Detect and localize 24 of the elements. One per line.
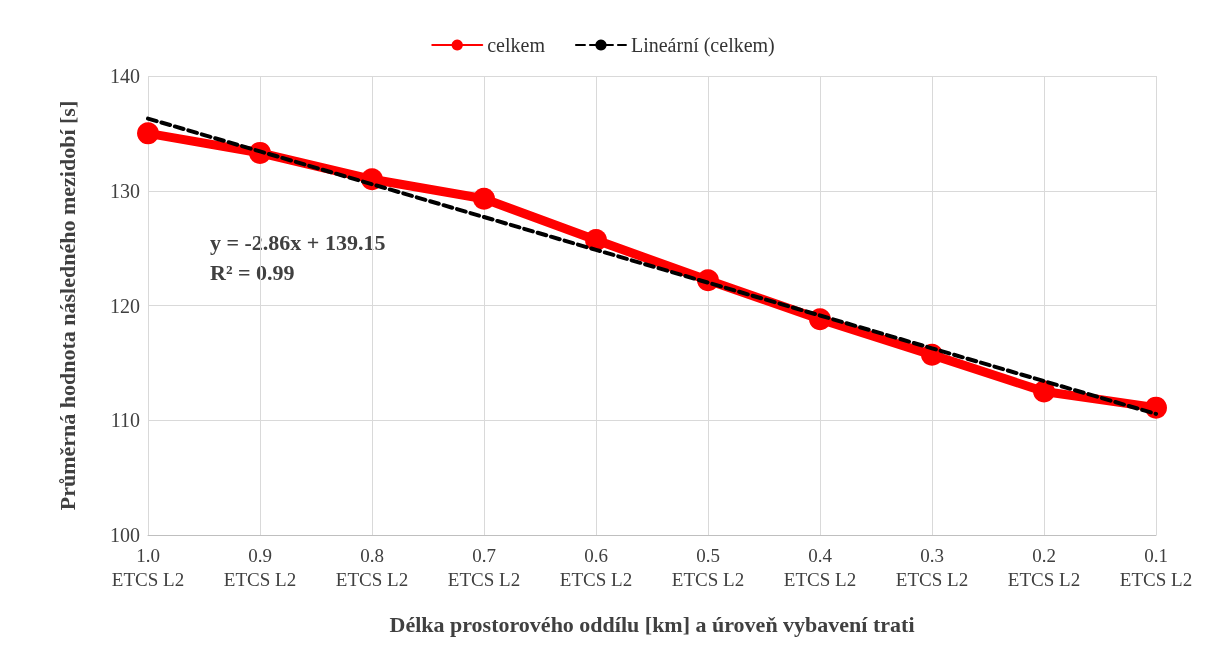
legend-label: celkem — [487, 34, 546, 56]
x-tick-label: 0.8 ETCS L2 — [335, 544, 409, 590]
x-tick-label: 0.2 ETCS L2 — [1007, 544, 1081, 590]
point — [585, 229, 607, 252]
y-tick-label: 130 — [110, 179, 140, 202]
y-tick-label: 140 — [110, 65, 140, 87]
x-tick-label: 0.1 ETCS L2 — [1119, 544, 1193, 590]
x-tick-label: 0.3 ETCS L2 — [895, 544, 969, 590]
point — [473, 187, 495, 210]
x-tick-label: 0.9 ETCS L2 — [223, 544, 297, 590]
y-tick-label: 100 — [110, 524, 140, 546]
x-tick-label: 0.5 ETCS L2 — [671, 544, 745, 590]
x-tick-label: 0.4 ETCS L2 — [783, 544, 857, 590]
x-tick-label: 1.0 ETCS L2 — [111, 544, 185, 590]
point — [1033, 380, 1055, 403]
y-tick-label: 110 — [110, 409, 140, 432]
legend-label: Lineární (celkem) — [630, 34, 775, 57]
y-tick-label: 120 — [110, 294, 140, 317]
x-axis-title: Délka prostorového oddílu [km] a úroveň vybavení trati — [389, 611, 915, 637]
annotation: y = -2.86x + 139.15 R² = 0.99 — [210, 229, 386, 285]
y-axis-title: Průměrná hodnota následného mezidobí [s] — [54, 100, 80, 511]
x-tick-label: 0.6 ETCS L2 — [559, 544, 633, 590]
x-tick-label: 0.7 ETCS L2 — [447, 544, 521, 590]
point — [137, 122, 159, 145]
